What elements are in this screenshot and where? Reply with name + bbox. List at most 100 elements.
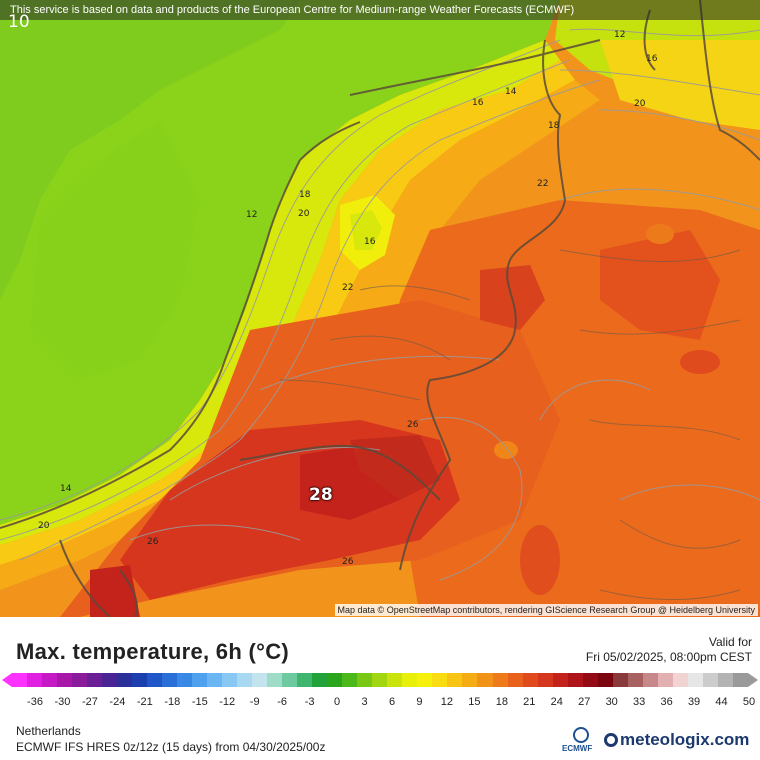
scale-swatch xyxy=(12,673,28,687)
scale-swatch xyxy=(732,673,748,687)
scale-swatch xyxy=(372,673,388,687)
scale-swatch xyxy=(237,673,253,687)
meteologix-logo[interactable]: meteologix.com xyxy=(604,730,749,750)
scale-tick-label: 44 xyxy=(715,696,728,708)
scale-min-arrow-icon xyxy=(2,673,12,687)
scale-swatch xyxy=(312,673,328,687)
scale-tick-label: 3 xyxy=(361,696,368,708)
temperature-map[interactable]: This service is based on data and produc… xyxy=(0,0,760,617)
isoline-label: 20 xyxy=(298,209,310,219)
scale-swatch xyxy=(72,673,88,687)
isoline-label: 16 xyxy=(646,54,658,64)
scale-swatch xyxy=(102,673,118,687)
scale-swatch xyxy=(702,673,718,687)
scale-tick-label: 21 xyxy=(523,696,536,708)
scale-swatch xyxy=(252,673,268,687)
page-title: Max. temperature, 6h (°C) xyxy=(16,639,290,664)
isoline-label: 26 xyxy=(342,557,354,567)
scale-swatch xyxy=(87,673,103,687)
map-attribution[interactable]: Map data © OpenStreetMap contributors, r… xyxy=(334,604,758,616)
scale-tick-label: 6 xyxy=(388,696,396,708)
model-info: ECMWF IFS HRES 0z/12z (15 days) from 04/… xyxy=(16,740,326,754)
isoline-label: 16 xyxy=(364,237,376,247)
scale-tick-label: 39 xyxy=(687,696,701,708)
scale-swatch xyxy=(282,673,298,687)
scale-swatch xyxy=(492,673,508,687)
scale-tick-label: -15 xyxy=(191,696,208,708)
isoline-label: 14 xyxy=(60,484,72,494)
scale-tick-label: -21 xyxy=(136,696,153,708)
meteologix-icon xyxy=(604,733,618,747)
legend-footer: Max. temperature, 6h (°C) Valid for Fri … xyxy=(0,617,760,760)
scale-swatch xyxy=(537,673,553,687)
isoline-label: 22 xyxy=(342,283,354,293)
scale-swatch xyxy=(27,673,43,687)
meteologix-brand: meteologix.com xyxy=(620,730,750,749)
scale-swatch xyxy=(132,673,148,687)
scale-swatch xyxy=(567,673,583,687)
valid-date: Fri 05/02/2025, 08:00pm CEST xyxy=(585,650,752,664)
scale-swatch xyxy=(657,673,673,687)
scale-swatch xyxy=(522,673,538,687)
scale-tick-label: -6 xyxy=(277,696,288,708)
isoline-label: 18 xyxy=(548,121,560,131)
scale-tick-label: -12 xyxy=(219,696,236,708)
scale-swatch xyxy=(222,673,238,687)
isoline-label: 26 xyxy=(407,420,419,430)
ecmwf-logo[interactable]: ECMWF xyxy=(560,727,600,757)
scale-swatch xyxy=(672,673,688,687)
scale-tick-label: -9 xyxy=(249,696,260,708)
scale-tick-label: 18 xyxy=(495,696,508,708)
isoline-label: 26 xyxy=(147,537,159,547)
ecmwf-logo-text: ECMWF xyxy=(562,744,593,753)
scale-swatch xyxy=(552,673,568,687)
map-field xyxy=(0,0,760,617)
scale-swatch xyxy=(267,673,283,687)
scale-swatch xyxy=(597,673,613,687)
scale-tick-label: -3 xyxy=(304,696,315,708)
scale-swatch xyxy=(57,673,73,687)
scale-swatch xyxy=(447,673,463,687)
scale-swatch xyxy=(642,673,658,687)
isoline-label: 20 xyxy=(634,99,646,109)
ecmwf-banner: This service is based on data and produc… xyxy=(0,0,760,20)
isoline-label: 22 xyxy=(537,179,549,189)
scale-swatch xyxy=(717,673,733,687)
scale-swatch xyxy=(627,673,643,687)
color-scale xyxy=(0,673,760,687)
scale-max-arrow-icon xyxy=(748,673,758,687)
scale-tick-label: 0 xyxy=(334,696,341,708)
scale-swatch xyxy=(507,673,523,687)
isoline-label: 12 xyxy=(614,30,626,40)
scale-swatch xyxy=(342,673,358,687)
scale-tick-label: -18 xyxy=(164,696,181,708)
scale-tick-label: 9 xyxy=(416,696,423,708)
scale-tick-label: 15 xyxy=(468,696,481,708)
region-name: Netherlands xyxy=(16,724,81,738)
scale-tick-label: -30 xyxy=(54,696,71,708)
scale-swatch xyxy=(162,673,178,687)
scale-swatch xyxy=(357,673,373,687)
ecmwf-globe-icon xyxy=(573,727,589,743)
scale-tick-label: -36 xyxy=(27,696,43,708)
scale-swatch xyxy=(297,673,313,687)
scale-tick-label: 50 xyxy=(742,696,756,708)
scale-swatch xyxy=(612,673,628,687)
scale-swatch xyxy=(432,673,448,687)
isoline-label: 20 xyxy=(38,521,50,531)
isoline-label: 16 xyxy=(472,98,484,108)
color-scale-ticks: -36 -30 -27 -24 -21 -18 -15 -12 -9 -6 -3 0 3 6 9 12 15 18… xyxy=(0,696,760,710)
isoline-label: 12 xyxy=(246,210,258,220)
scale-tick-label: 30 xyxy=(605,696,618,708)
scale-swatch xyxy=(402,673,418,687)
scale-swatch xyxy=(42,673,58,687)
scale-swatch xyxy=(327,673,343,687)
valid-label: Valid for xyxy=(708,635,752,649)
scale-tick-label: -24 xyxy=(109,696,126,708)
scale-swatch xyxy=(477,673,493,687)
scale-swatch xyxy=(387,673,403,687)
scale-swatch xyxy=(417,673,433,687)
scale-swatch xyxy=(462,673,478,687)
corner-value-label: 10 xyxy=(8,12,30,32)
scale-tick-label: 36 xyxy=(660,696,673,708)
